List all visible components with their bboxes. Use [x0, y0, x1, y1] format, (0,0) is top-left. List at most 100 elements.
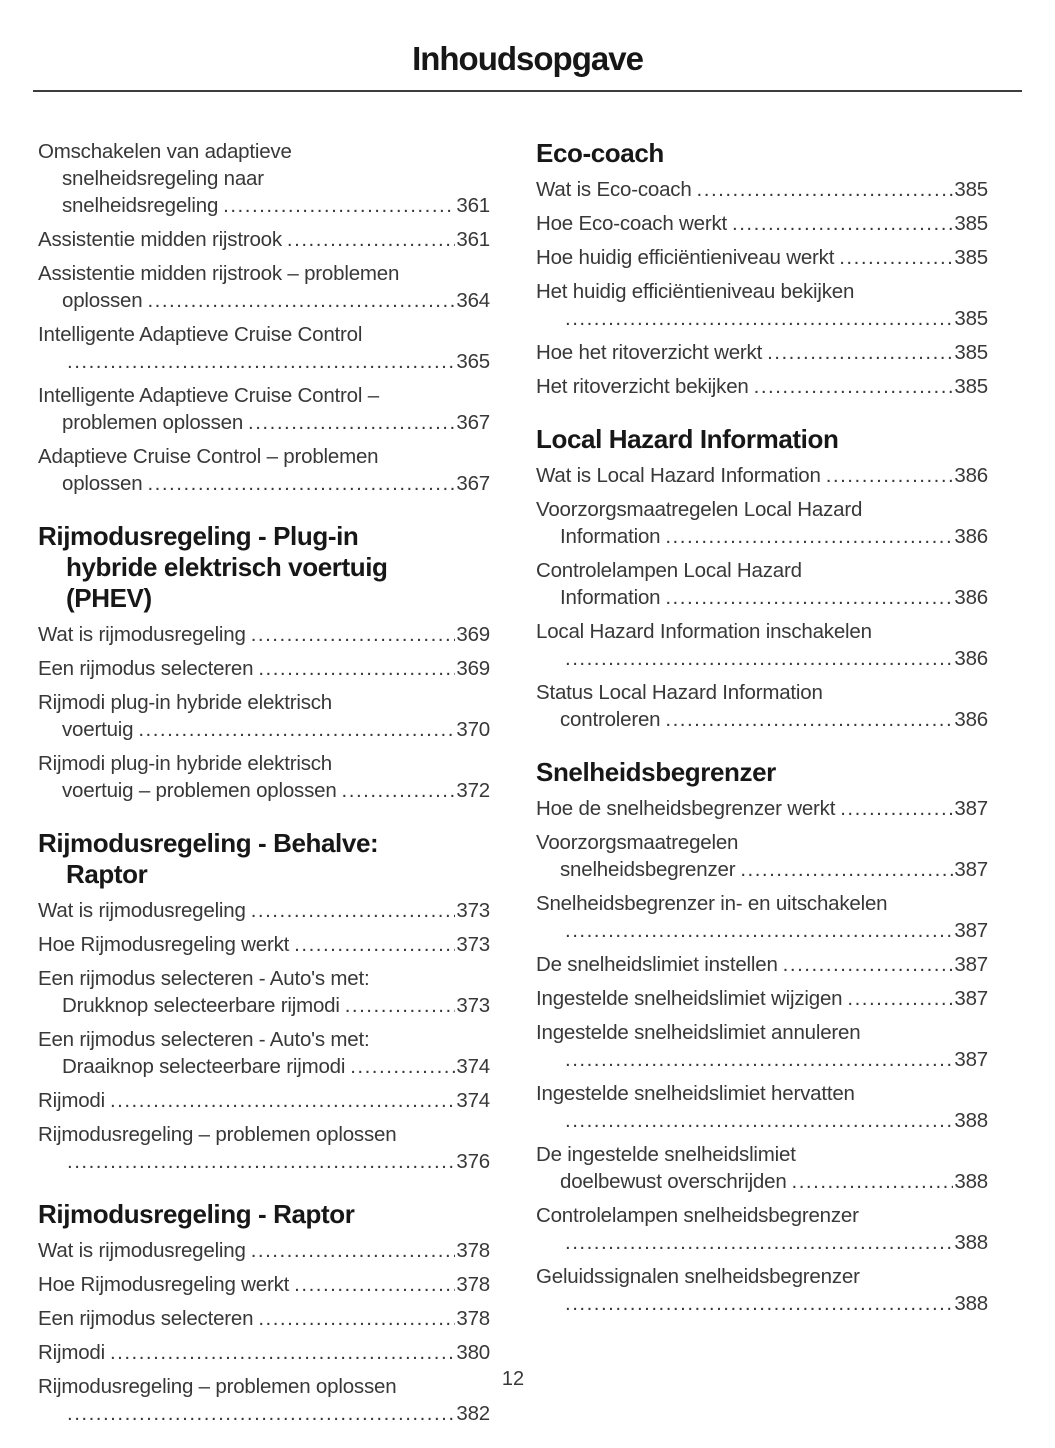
toc-entry-label: snelheidsbegrenzer — [560, 858, 736, 881]
toc-entry-label: Wat is Local Hazard Information — [536, 464, 821, 487]
toc-entry: Voorzorgsmaatregelen Local Hazard Informa… — [536, 496, 988, 550]
section-heading-line: Rijmodusregeling - Raptor — [38, 1199, 355, 1229]
toc-entry-leader-line: Een rijmodus selecteren.................… — [38, 655, 490, 682]
toc-entry-text-line: Status Local Hazard Information — [536, 681, 823, 704]
toc-entry-leader-line: ........................................… — [536, 1107, 988, 1134]
toc-section: Eco-coach Wat is Eco-coach...............… — [536, 138, 988, 400]
toc-entry: Ingestelde snelheidslimiet hervatten....… — [536, 1080, 988, 1134]
toc-entry-leader-line: Het ritoverzicht bekijken...............… — [536, 373, 988, 400]
page-ref: 388 — [954, 1231, 988, 1254]
toc-entry-leader-line: Hoe Rijmodusregeling werkt..............… — [38, 931, 490, 958]
toc-entry-leader-line: De snelheidslimiet instellen............… — [536, 951, 988, 978]
toc-entry-label: Information — [560, 525, 661, 548]
page-ref: 385 — [954, 246, 988, 269]
dot-leader: ........................................… — [67, 1402, 456, 1425]
page-ref: 372 — [456, 779, 490, 802]
page-ref: 364 — [456, 289, 490, 312]
toc-entry-leader-line: ........................................… — [536, 917, 988, 944]
toc-entry-leader-line: ........................................… — [536, 1046, 988, 1073]
toc-entry-text-line: Intelligente Adaptieve Cruise Control – — [38, 384, 379, 407]
dot-leader: ........................................… — [258, 1307, 455, 1330]
dot-leader: ........................................… — [147, 472, 455, 495]
page-ref: 370 — [456, 718, 490, 741]
page-ref: 386 — [954, 708, 988, 731]
toc-entry: Controlelampen Local Hazard Information..… — [536, 557, 988, 611]
toc-entry-leader-line: controleren.............................… — [536, 706, 988, 733]
dot-leader: ........................................… — [294, 1273, 455, 1296]
toc-entry-text-line: Controlelampen Local Hazard — [536, 559, 802, 582]
page-ref: 388 — [954, 1170, 988, 1193]
toc-entry-leader-line: ........................................… — [38, 348, 490, 375]
toc-entry-text-line: Rijmodi plug-in hybride elektrisch — [38, 691, 332, 714]
dot-leader: ........................................… — [344, 994, 456, 1017]
toc-entry: Omschakelen van adaptieve snelheidsregeli… — [38, 138, 490, 219]
toc-entry: Een rijmodus selecteren.................… — [38, 655, 490, 682]
dot-leader: ........................................… — [67, 1150, 456, 1173]
section-heading: Rijmodusregeling - Behalve: Raptor — [38, 828, 490, 890]
page-ref: 386 — [954, 586, 988, 609]
dot-leader: ........................................… — [565, 1109, 954, 1132]
toc-entry: Wat is Eco-coach........................… — [536, 176, 988, 203]
toc-entry-leader-line: Hoe de snelheidsbegrenzer werkt.........… — [536, 795, 988, 822]
toc-entry: De snelheidslimiet instellen............… — [536, 951, 988, 978]
section-heading-line: Rijmodusregeling - Plug-in — [38, 521, 359, 551]
toc-entry-leader-line: ........................................… — [536, 645, 988, 672]
toc-entry-label: oplossen — [62, 472, 143, 495]
dot-leader: ........................................… — [223, 194, 455, 217]
toc-entry-label: De snelheidslimiet instellen — [536, 953, 778, 976]
toc-entry: Voorzorgsmaatregelen snelheidsbegrenzer..… — [536, 829, 988, 883]
toc-entry: Intelligente Adaptieve Cruise Control...… — [38, 321, 490, 375]
dot-leader: ........................................… — [109, 1341, 456, 1364]
section-heading-line: Snelheidsbegrenzer — [536, 757, 776, 787]
title-divider — [33, 90, 1022, 92]
dot-leader: ........................................… — [294, 933, 455, 956]
toc-entry-leader-line: Wat is rijmodusregeling.................… — [38, 621, 490, 648]
page-ref: 378 — [456, 1273, 490, 1296]
page-ref: 385 — [954, 375, 988, 398]
toc-entry-text-line: Rijmodusregeling – problemen oplossen — [38, 1123, 397, 1146]
page-ref: 369 — [456, 623, 490, 646]
dot-leader: ........................................… — [825, 464, 954, 487]
page-ref: 373 — [456, 899, 490, 922]
toc-entry: Wat is rijmodusregeling.................… — [38, 621, 490, 648]
dot-leader: ........................................… — [839, 246, 953, 269]
dot-leader: ........................................… — [250, 623, 456, 646]
toc-entry: Een rijmodus selecteren.................… — [38, 1305, 490, 1332]
toc-entry-text-line: Snelheidsbegrenzer in- en uitschakelen — [536, 892, 888, 915]
page-ref: 376 — [456, 1150, 490, 1173]
toc-entry: Assistentie midden rijstrook – problemen… — [38, 260, 490, 314]
toc-entry: Wat is Local Hazard Information.........… — [536, 462, 988, 489]
page-ref: 387 — [954, 919, 988, 942]
toc-entry-leader-line: ........................................… — [536, 1229, 988, 1256]
page-ref: 386 — [954, 647, 988, 670]
toc-entry-text-line: Voorzorgsmaatregelen — [536, 831, 739, 854]
section-heading-line: hybride elektrisch voertuig — [66, 552, 388, 582]
toc-entry-leader-line: ........................................… — [38, 1400, 490, 1427]
toc-entry-label: Drukknop selecteerbare rijmodi — [62, 994, 340, 1017]
dot-leader: ........................................… — [740, 858, 954, 881]
toc-entry-label: Een rijmodus selecteren — [38, 657, 254, 680]
toc-entry-leader-line: Assistentie midden rijstrook............… — [38, 226, 490, 253]
toc-entry-leader-line: ........................................… — [536, 305, 988, 332]
toc-entry: Hoe de snelheidsbegrenzer werkt.........… — [536, 795, 988, 822]
dot-leader: ........................................… — [565, 1048, 954, 1071]
page-ref: 388 — [954, 1109, 988, 1132]
section-heading: Local Hazard Information — [536, 424, 988, 455]
dot-leader: ........................................… — [732, 212, 953, 235]
dot-leader: ........................................… — [791, 1170, 954, 1193]
toc-entry: Local Hazard Information inschakelen....… — [536, 618, 988, 672]
dot-leader: ........................................… — [565, 1231, 954, 1254]
toc-entry-leader-line: snelheidsbegrenzer......................… — [536, 856, 988, 883]
toc-entry-text-line: Ingestelde snelheidslimiet hervatten — [536, 1082, 855, 1105]
dot-leader: ........................................… — [767, 341, 953, 364]
section-heading-line: Local Hazard Information — [536, 424, 839, 454]
toc-entry-text-line: Rijmodusregeling – problemen oplossen — [38, 1375, 397, 1398]
dot-leader: ........................................… — [250, 899, 456, 922]
toc-entry: Hoe huidig efficiëntieniveau werkt......… — [536, 244, 988, 271]
page-ref: 387 — [954, 858, 988, 881]
page-ref: 369 — [456, 657, 490, 680]
toc-entry-leader-line: ........................................… — [38, 1148, 490, 1175]
toc-entry-label: Hoe Eco-coach werkt — [536, 212, 728, 235]
page-ref: 365 — [456, 350, 490, 373]
toc-entry: De ingestelde snelheidslimiet doelbewust … — [536, 1141, 988, 1195]
